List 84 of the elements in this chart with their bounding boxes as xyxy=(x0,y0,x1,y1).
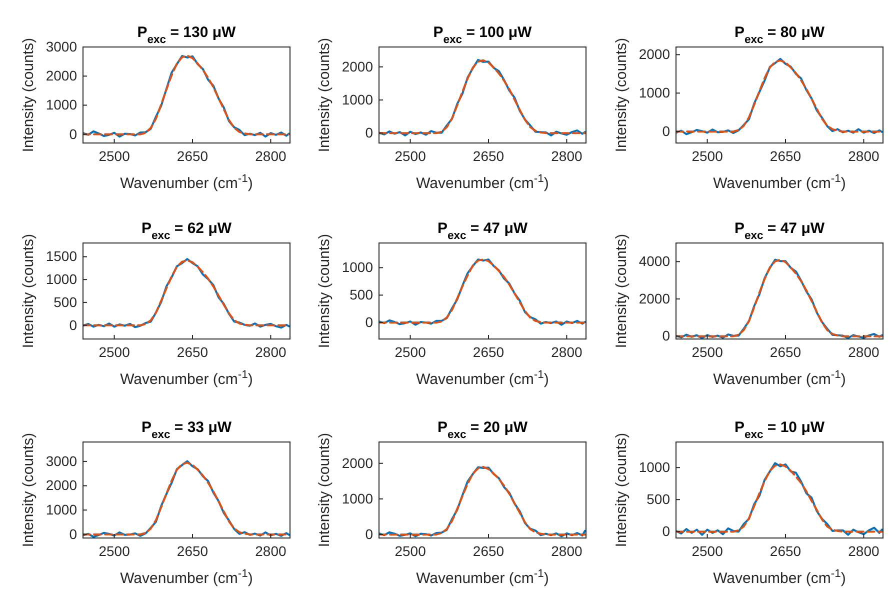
y-tick-label: 0 xyxy=(69,126,78,142)
x-tick-label: 2500 xyxy=(692,148,724,164)
x-axis-title: Wavenumber (cm$^{-1}$) xyxy=(713,568,846,587)
chart-title: P$_{exc}$ = 100 μW xyxy=(433,24,533,46)
y-tick-label: 1000 xyxy=(342,91,374,108)
y-tick-label: 500 xyxy=(646,491,670,508)
y-axis-title: Intensity (counts) xyxy=(613,234,630,348)
y-tick-label: 0 xyxy=(365,526,374,542)
y-axis-title: Intensity (counts) xyxy=(20,234,37,348)
y-tick-label: 2000 xyxy=(638,290,670,306)
y-tick-label: 0 xyxy=(662,523,670,540)
x-tick-label: 2800 xyxy=(848,542,880,559)
y-axis-title: Intensity (counts) xyxy=(316,432,333,548)
x-axis-title: Wavenumber (cm$^{-1}$) xyxy=(713,173,846,192)
x-tick-label: 2800 xyxy=(255,148,286,164)
y-tick-label: 1000 xyxy=(342,259,374,276)
x-tick-label: 2800 xyxy=(255,542,286,559)
y-tick-label: 3000 xyxy=(46,38,78,54)
x-tick-label: 2650 xyxy=(472,344,504,360)
y-tick-label: 3000 xyxy=(46,452,78,469)
y-tick-label: 1000 xyxy=(638,84,670,101)
y-axis-title: Intensity (counts) xyxy=(613,38,630,152)
y-tick-label: 1000 xyxy=(46,96,78,113)
y-tick-label: 1000 xyxy=(638,459,670,476)
x-tick-label: 2800 xyxy=(848,148,880,164)
y-axis-title: Intensity (counts) xyxy=(20,38,37,152)
x-tick-label: 2800 xyxy=(255,344,286,360)
y-tick-label: 0 xyxy=(662,122,670,139)
x-tick-label: 2800 xyxy=(551,344,582,360)
x-axis-title: Wavenumber (cm$^{-1}$) xyxy=(120,173,253,192)
y-tick-label: 0 xyxy=(69,316,78,333)
x-tick-label: 2500 xyxy=(98,148,130,164)
x-tick-label: 2650 xyxy=(770,344,802,360)
x-tick-label: 2650 xyxy=(770,542,802,559)
y-tick-label: 500 xyxy=(54,294,78,310)
y-tick-label: 1500 xyxy=(46,248,78,264)
y-tick-label: 2000 xyxy=(46,477,78,494)
x-tick-label: 2650 xyxy=(176,148,208,164)
x-tick-label: 2500 xyxy=(98,344,130,360)
x-tick-label: 2800 xyxy=(551,148,582,164)
chart-title: P$_{exc}$ = 62 μW xyxy=(141,220,232,242)
y-tick-label: 0 xyxy=(365,124,374,141)
x-axis-title: Wavenumber (cm$^{-1}$) xyxy=(120,369,253,388)
chart-title: P$_{exc}$ = 47 μW xyxy=(734,220,826,242)
y-tick-label: 0 xyxy=(365,314,374,330)
chart-title: P$_{exc}$ = 10 μW xyxy=(734,419,826,441)
y-tick-label: 1000 xyxy=(46,271,78,288)
x-axis-title: Wavenumber (cm$^{-1}$) xyxy=(416,568,549,587)
y-tick-label: 0 xyxy=(69,526,78,542)
chart-title: P$_{exc}$ = 80 μW xyxy=(734,24,826,46)
chart-title: P$_{exc}$ = 33 μW xyxy=(141,419,232,441)
y-axis-title: Intensity (counts) xyxy=(613,432,630,548)
x-axis-title: Wavenumber (cm$^{-1}$) xyxy=(120,568,253,587)
y-tick-label: 1000 xyxy=(46,502,78,518)
x-tick-label: 2650 xyxy=(472,542,504,559)
x-tick-label: 2500 xyxy=(394,542,426,559)
x-tick-label: 2650 xyxy=(176,542,208,559)
y-tick-label: 1000 xyxy=(342,490,374,506)
chart-title: P$_{exc}$ = 130 μW xyxy=(137,24,237,46)
x-tick-label: 2800 xyxy=(551,542,582,559)
x-tick-label: 2800 xyxy=(848,344,880,360)
x-axis-title: Wavenumber (cm$^{-1}$) xyxy=(416,369,549,388)
y-axis-title: Intensity (counts) xyxy=(316,234,333,348)
x-tick-label: 2650 xyxy=(176,344,208,360)
y-tick-label: 2000 xyxy=(342,58,374,74)
chart-title: P$_{exc}$ = 47 μW xyxy=(437,220,528,242)
y-axis-title: Intensity (counts) xyxy=(20,432,37,548)
x-tick-label: 2500 xyxy=(692,542,724,559)
x-tick-label: 2500 xyxy=(394,344,426,360)
x-tick-label: 2500 xyxy=(692,344,724,360)
y-axis-title: Intensity (counts) xyxy=(316,38,333,152)
x-axis-title: Wavenumber (cm$^{-1}$) xyxy=(416,173,549,192)
x-axis-title: Wavenumber (cm$^{-1}$) xyxy=(713,369,846,388)
x-tick-label: 2500 xyxy=(98,542,130,559)
x-tick-label: 2500 xyxy=(394,148,426,164)
y-tick-label: 4000 xyxy=(638,253,670,270)
x-tick-label: 2650 xyxy=(770,148,802,164)
x-tick-label: 2650 xyxy=(472,148,504,164)
chart-title: P$_{exc}$ = 20 μW xyxy=(437,419,528,441)
y-tick-label: 0 xyxy=(662,328,670,344)
y-tick-label: 2000 xyxy=(342,454,374,471)
y-tick-label: 2000 xyxy=(46,68,78,84)
y-tick-label: 2000 xyxy=(638,46,670,62)
y-tick-label: 500 xyxy=(350,286,374,303)
